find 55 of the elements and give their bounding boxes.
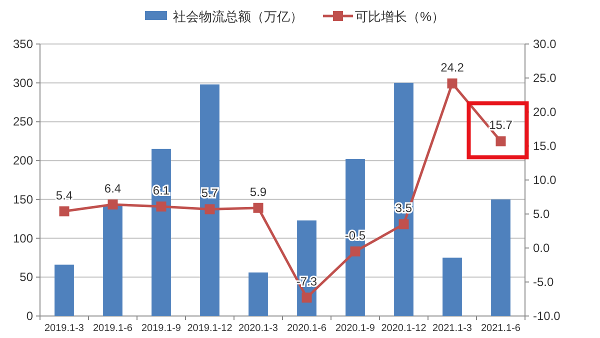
point [253,202,264,213]
y2-tick-label: 5.0 [533,207,550,221]
data-label: 5.7 [201,186,218,200]
data-label: 6.4 [104,181,122,196]
x-tick-label: 2020.1-6 [287,323,327,334]
x-tick-label: 2020.1-3 [238,323,278,334]
x-tick-label: 2019.1-9 [142,323,182,334]
y-tick-label: 300 [12,76,34,90]
point [204,204,215,214]
point [447,78,458,88]
x-tick-label: 2019.1-6 [93,323,133,334]
bar [54,264,74,316]
x-tick-label: 2019.1-3 [44,323,84,334]
y-tick-label: 50 [20,270,34,284]
data-label: 15.7 [489,118,513,132]
bar [248,272,268,316]
data-label: 5.4 [56,188,73,202]
point [350,246,360,256]
y-tick-label: 100 [12,231,34,246]
bar [103,206,122,316]
legend-label: 社会物流总额（万亿） [173,9,303,24]
y-tick-label: 0 [26,309,34,323]
x-tick-label: 2021.1-6 [481,323,521,334]
y2-tick-label: 15.0 [533,139,557,153]
bar [200,84,220,316]
y2-tick-label: -10.0 [533,309,561,323]
x-tick-label: 2021.1-3 [432,323,472,334]
point [108,199,118,210]
data-label: 6.1 [152,184,170,198]
point [302,292,312,303]
y-tick-label: 150 [12,192,34,206]
y2-tick-label: 20.0 [533,105,557,119]
y2-tick-label: 10.0 [533,173,557,187]
point [496,136,506,146]
bar [442,258,462,316]
y-tick-label: 350 [12,37,34,51]
x-tick-label: 2020.1-9 [336,323,376,334]
x-tick-label: 2020.1-12 [381,323,427,334]
bar [346,159,365,316]
y-tick-label: 250 [12,114,34,129]
point [156,202,166,212]
bar [491,199,510,316]
y2-tick-label: 0.0 [533,241,550,255]
y-tick-label: 200 [12,154,34,168]
bar [152,148,171,316]
legend-label: 可比增长（%） [355,9,445,24]
point [59,206,70,216]
bar [394,82,414,316]
y2-tick-label: 30.0 [533,37,557,51]
data-label: 5.9 [250,184,267,199]
x-tick-label: 2019.1-12 [187,323,233,334]
data-label: 24.2 [440,60,464,74]
point [398,219,409,230]
y2-tick-label: -5.0 [533,275,554,289]
y2-tick-label: 25.0 [533,71,557,85]
